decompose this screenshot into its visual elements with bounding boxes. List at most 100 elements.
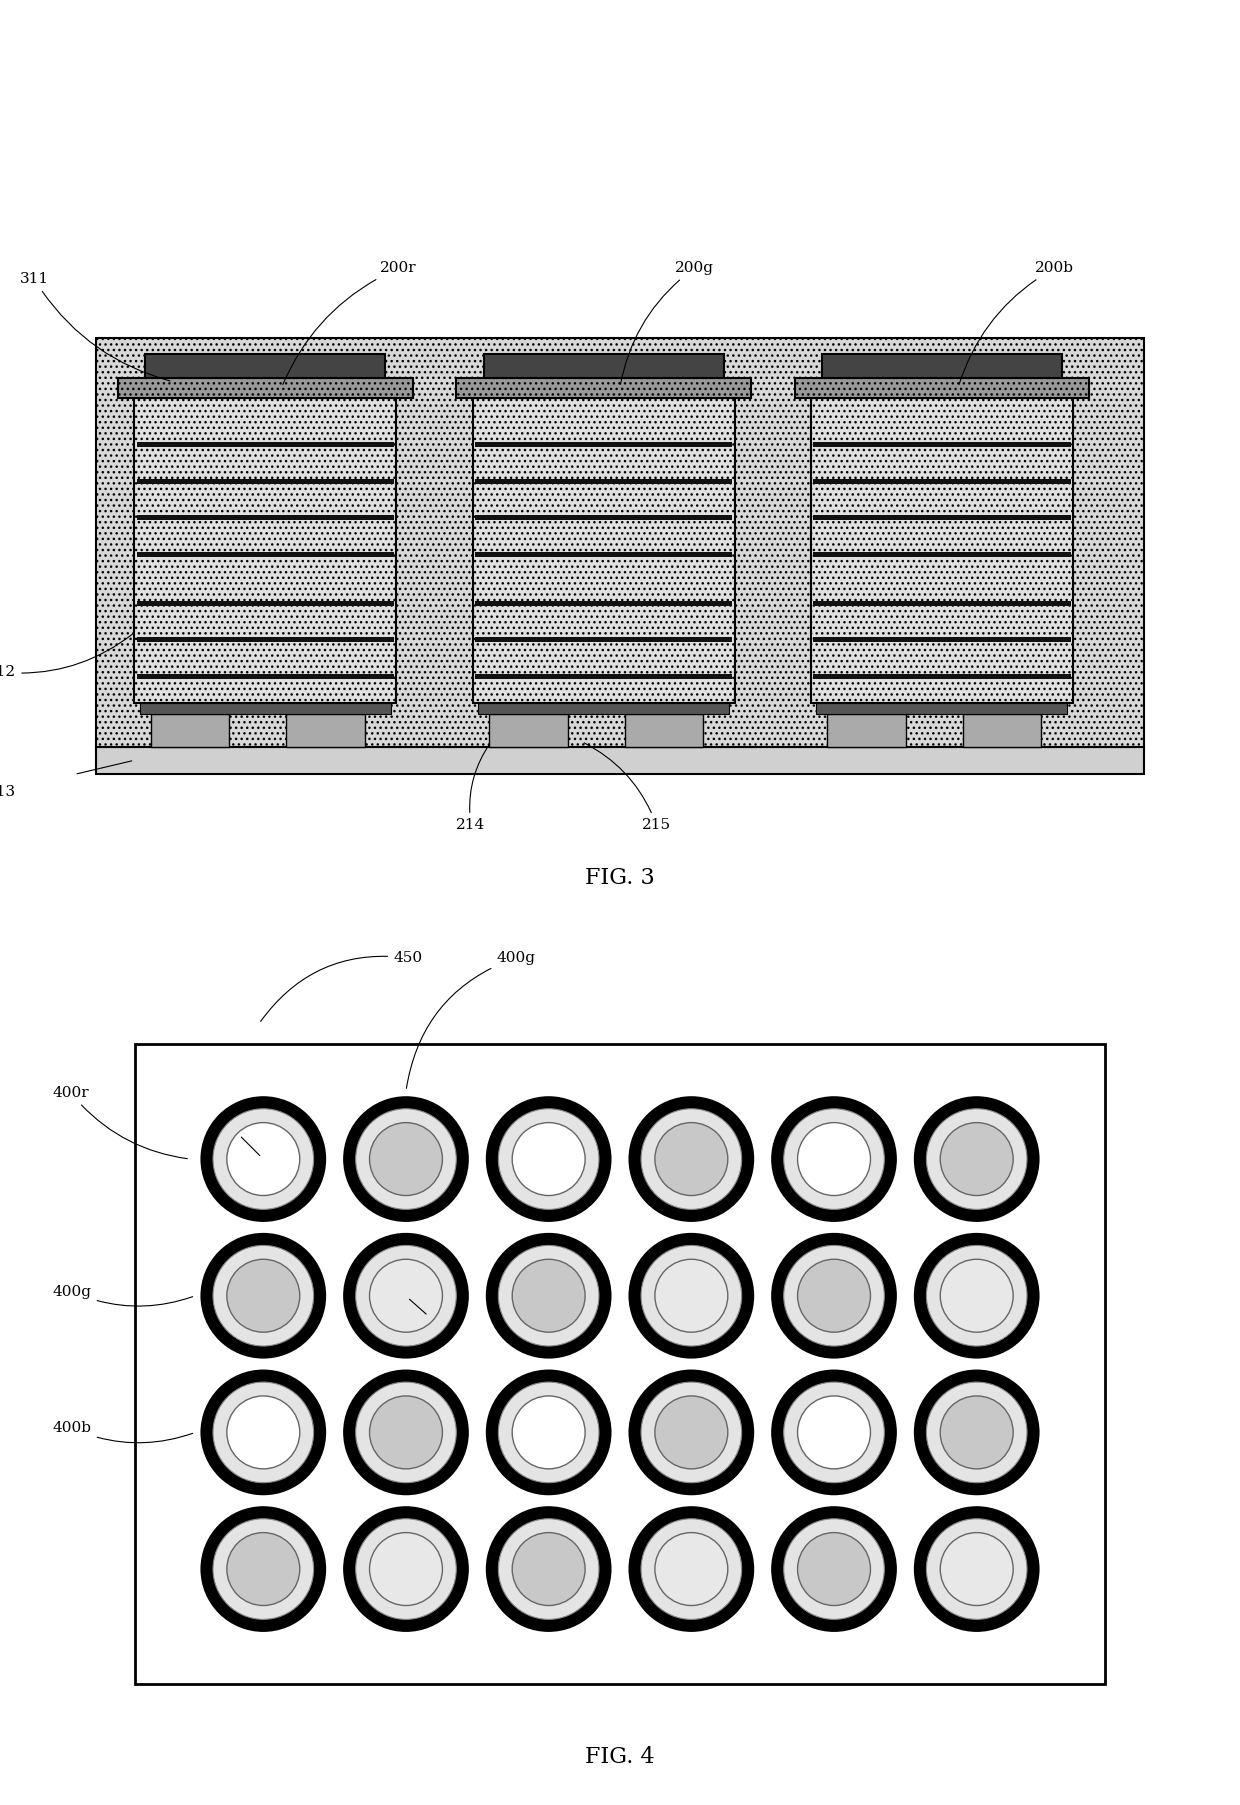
Circle shape bbox=[926, 1383, 1027, 1482]
Circle shape bbox=[512, 1532, 585, 1605]
Bar bbox=[795, 379, 1089, 397]
Bar bbox=[822, 354, 1061, 379]
Circle shape bbox=[213, 1245, 314, 1347]
Bar bbox=[625, 715, 703, 747]
Circle shape bbox=[213, 1383, 314, 1482]
Circle shape bbox=[201, 1096, 326, 1222]
Bar bbox=[475, 442, 733, 448]
Circle shape bbox=[498, 1383, 599, 1482]
Circle shape bbox=[370, 1532, 443, 1605]
Bar bbox=[813, 637, 1070, 643]
Circle shape bbox=[356, 1383, 456, 1482]
Bar bbox=[813, 552, 1070, 556]
Bar bbox=[475, 673, 733, 679]
Circle shape bbox=[201, 1233, 326, 1359]
Bar bbox=[475, 552, 733, 556]
Circle shape bbox=[512, 1260, 585, 1332]
Bar bbox=[118, 379, 413, 397]
Text: 200r: 200r bbox=[283, 262, 417, 384]
Text: 200b: 200b bbox=[959, 262, 1074, 384]
Circle shape bbox=[797, 1260, 870, 1332]
Circle shape bbox=[486, 1505, 611, 1632]
Circle shape bbox=[784, 1245, 884, 1347]
Circle shape bbox=[486, 1233, 611, 1359]
Circle shape bbox=[213, 1108, 314, 1209]
Circle shape bbox=[227, 1395, 300, 1469]
Circle shape bbox=[641, 1245, 742, 1347]
Circle shape bbox=[926, 1518, 1027, 1619]
Circle shape bbox=[343, 1505, 469, 1632]
Circle shape bbox=[655, 1260, 728, 1332]
Bar bbox=[813, 673, 1070, 679]
Circle shape bbox=[343, 1096, 469, 1222]
Circle shape bbox=[655, 1123, 728, 1195]
Text: 214: 214 bbox=[456, 744, 490, 832]
Circle shape bbox=[370, 1123, 443, 1195]
Bar bbox=[813, 478, 1070, 484]
Circle shape bbox=[201, 1370, 326, 1495]
Text: 450: 450 bbox=[260, 951, 422, 1022]
Circle shape bbox=[629, 1505, 754, 1632]
Bar bbox=[136, 673, 394, 679]
Bar bbox=[813, 442, 1070, 448]
Circle shape bbox=[926, 1108, 1027, 1209]
Circle shape bbox=[914, 1096, 1039, 1222]
Bar bbox=[472, 397, 734, 704]
Circle shape bbox=[914, 1370, 1039, 1495]
Circle shape bbox=[797, 1123, 870, 1195]
Circle shape bbox=[641, 1518, 742, 1619]
Circle shape bbox=[771, 1096, 897, 1222]
Circle shape bbox=[771, 1233, 897, 1359]
Bar bbox=[475, 478, 733, 484]
Text: 400r: 400r bbox=[53, 1087, 187, 1159]
Text: FIG. 4: FIG. 4 bbox=[585, 1745, 655, 1767]
Circle shape bbox=[926, 1245, 1027, 1347]
Circle shape bbox=[227, 1532, 300, 1605]
Circle shape bbox=[370, 1260, 443, 1332]
Text: 213: 213 bbox=[0, 785, 16, 800]
Circle shape bbox=[370, 1395, 443, 1469]
Circle shape bbox=[201, 1505, 326, 1632]
Bar bbox=[136, 601, 394, 606]
Bar bbox=[136, 552, 394, 556]
Text: 400g: 400g bbox=[53, 1285, 192, 1307]
Bar bbox=[811, 397, 1073, 704]
Circle shape bbox=[940, 1395, 1013, 1469]
Bar bbox=[475, 514, 733, 520]
Bar bbox=[286, 715, 365, 747]
Circle shape bbox=[655, 1532, 728, 1605]
Circle shape bbox=[629, 1370, 754, 1495]
Bar bbox=[145, 354, 386, 379]
Bar bbox=[475, 637, 733, 643]
Circle shape bbox=[498, 1108, 599, 1209]
Circle shape bbox=[914, 1505, 1039, 1632]
Bar bbox=[816, 704, 1068, 715]
Circle shape bbox=[914, 1233, 1039, 1359]
Bar bbox=[134, 397, 397, 704]
Circle shape bbox=[498, 1518, 599, 1619]
Circle shape bbox=[213, 1518, 314, 1619]
Circle shape bbox=[940, 1260, 1013, 1332]
Circle shape bbox=[940, 1532, 1013, 1605]
Bar bbox=[479, 704, 729, 715]
Text: 400b: 400b bbox=[53, 1421, 192, 1442]
Circle shape bbox=[629, 1096, 754, 1222]
Circle shape bbox=[784, 1518, 884, 1619]
Circle shape bbox=[641, 1383, 742, 1482]
Circle shape bbox=[641, 1108, 742, 1209]
Circle shape bbox=[940, 1123, 1013, 1195]
Bar bbox=[136, 637, 394, 643]
Text: 311: 311 bbox=[20, 273, 170, 381]
Circle shape bbox=[486, 1096, 611, 1222]
Bar bbox=[475, 601, 733, 606]
Bar bbox=[97, 338, 1143, 747]
Circle shape bbox=[227, 1123, 300, 1195]
Circle shape bbox=[797, 1395, 870, 1469]
Bar bbox=[489, 715, 568, 747]
Bar bbox=[456, 379, 751, 397]
Text: FIG. 3: FIG. 3 bbox=[585, 866, 655, 890]
Bar bbox=[97, 747, 1143, 774]
Bar bbox=[813, 601, 1070, 606]
Circle shape bbox=[356, 1108, 456, 1209]
Circle shape bbox=[771, 1505, 897, 1632]
